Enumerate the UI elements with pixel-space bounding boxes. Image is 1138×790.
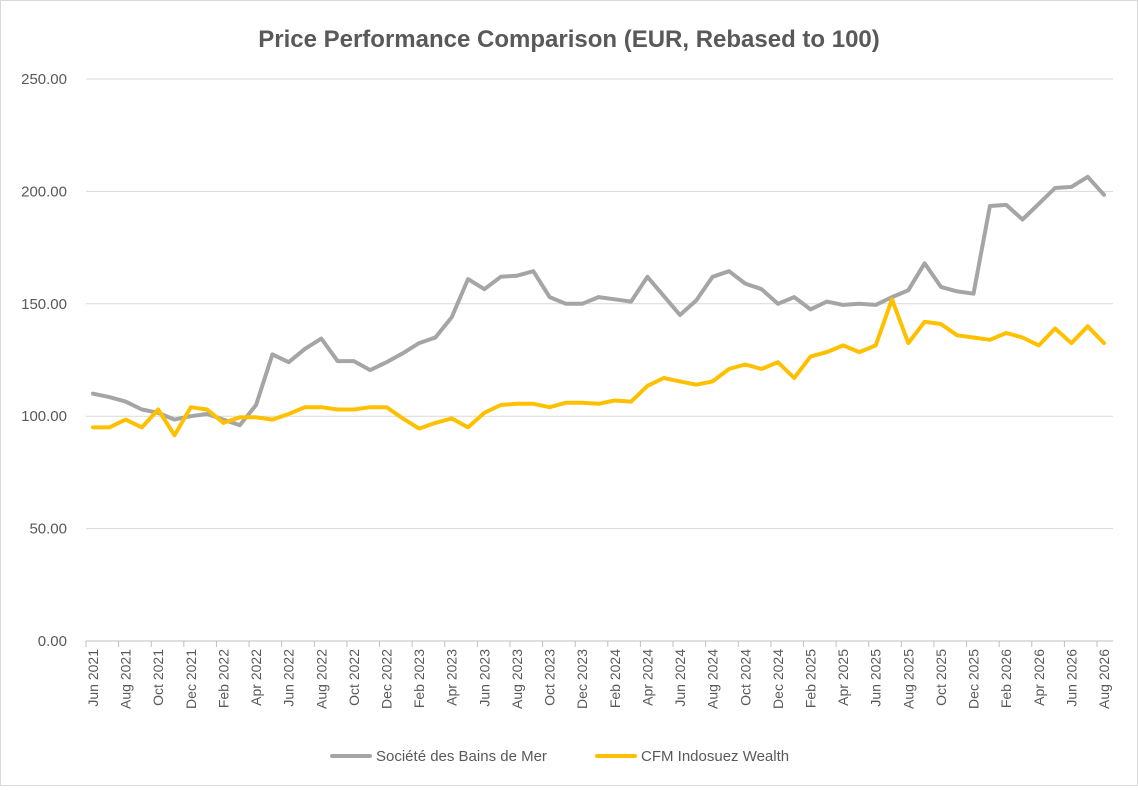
y-tick-label: 0.00 <box>38 633 67 650</box>
x-tick-label: Feb 2025 <box>802 649 818 708</box>
x-tick-label: Feb 2026 <box>998 649 1014 708</box>
x-tick-label: Apr 2024 <box>639 649 655 706</box>
x-tick-label: Apr 2022 <box>248 649 264 706</box>
x-tick-label: Oct 2025 <box>933 649 949 706</box>
x-tick-label: Feb 2022 <box>215 649 231 708</box>
x-axis <box>85 640 1113 647</box>
x-tick-label: Jun 2022 <box>281 649 297 707</box>
x-tick-label: Aug 2021 <box>118 649 134 709</box>
x-tick-label: Jun 2025 <box>868 649 884 707</box>
x-tick-label: Aug 2024 <box>705 649 721 709</box>
legend-label: CFM Indosuez Wealth <box>641 748 789 765</box>
y-tick-label: 150.00 <box>21 296 67 313</box>
x-tick-label: Dec 2022 <box>379 649 395 709</box>
series-lines <box>91 174 1106 438</box>
x-tick-label: Jun 2024 <box>672 649 688 707</box>
gridlines <box>86 78 1113 530</box>
x-tick-label: Dec 2025 <box>966 649 982 709</box>
y-axis-tick-labels: 0.00 50.00 100.00 150.00 200.00 250.00 <box>21 71 67 650</box>
x-tick-label: Apr 2026 <box>1031 649 1047 706</box>
x-tick-label: Aug 2023 <box>509 649 525 709</box>
x-tick-label: Oct 2022 <box>346 649 362 706</box>
x-tick-label: Dec 2023 <box>574 649 590 709</box>
x-tick-label: Dec 2021 <box>183 649 199 709</box>
y-tick-label: 50.00 <box>29 521 67 538</box>
x-tick-label: Aug 2022 <box>313 649 329 709</box>
series-line-2 <box>91 297 1106 438</box>
x-tick-label: Oct 2024 <box>737 649 753 706</box>
x-axis-tick-labels: Jun 2021 Aug 2021 Oct 2021 Dec 2021 Feb 2022… <box>85 649 1112 709</box>
x-tick-label: Aug 2026 <box>1096 649 1112 709</box>
chart-title: Price Performance Comparison (EUR, Rebas… <box>258 26 880 53</box>
x-tick-label: Oct 2023 <box>542 649 558 706</box>
series-line-1 <box>91 174 1106 428</box>
x-tick-label: Jun 2021 <box>85 649 101 707</box>
x-tick-label: Jun 2023 <box>476 649 492 707</box>
x-tick-label: Feb 2024 <box>607 649 623 708</box>
x-tick-label: Oct 2021 <box>150 649 166 706</box>
x-tick-label: Apr 2025 <box>835 649 851 706</box>
x-tick-label: Jun 2026 <box>1063 649 1079 707</box>
legend-label: Société des Bains de Mer <box>376 748 547 765</box>
legend: Société des Bains de Mer CFM Indosuez Wea… <box>330 748 789 765</box>
y-tick-label: 250.00 <box>21 71 67 88</box>
y-tick-label: 200.00 <box>21 183 67 200</box>
x-tick-label: Dec 2024 <box>770 649 786 709</box>
x-tick-label: Apr 2023 <box>444 649 460 706</box>
x-tick-label: Feb 2023 <box>411 649 427 708</box>
x-tick-label: Aug 2025 <box>900 649 916 709</box>
y-tick-label: 100.00 <box>21 408 67 425</box>
